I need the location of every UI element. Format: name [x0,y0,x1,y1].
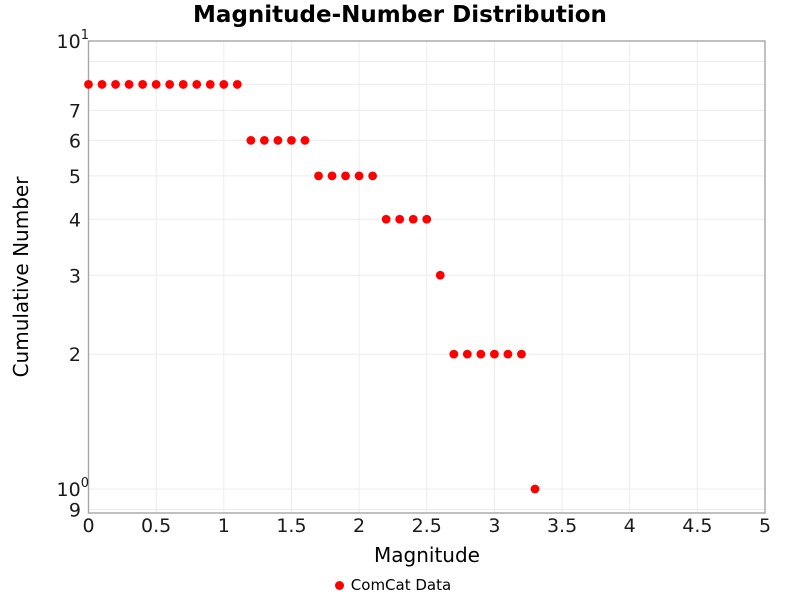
data-point [287,135,296,145]
legend: ComCat Data [0,576,786,594]
data-point [476,349,486,359]
x-tick-label: 3.5 [547,515,577,537]
x-tick-label: 0.5 [141,515,171,537]
y-tick-label: 2 [69,344,81,366]
x-tick-label: 1 [218,515,230,537]
x-tick-label: 4 [624,515,636,537]
gridlines [88,41,765,513]
data-point [273,135,283,145]
data-point [151,80,161,89]
data-point [530,484,540,494]
data-point [408,214,418,224]
data-point [327,171,337,181]
y-tick-label: 101 [57,28,89,53]
chart-title: Magnitude-Number Distribution [193,2,607,28]
y-tick-label: 7 [69,100,81,122]
y-tick-label: 3 [69,265,81,287]
data-point [462,349,472,359]
data-point [219,80,229,89]
data-point [97,80,107,89]
data-point [165,80,175,89]
data-point [300,135,310,145]
y-tick-label: 5 [69,166,81,188]
data-point [422,214,432,224]
data-points [84,80,540,494]
data-point [138,80,148,89]
data-point [517,349,526,359]
y-tick-label: 4 [69,209,81,231]
legend-label: ComCat Data [350,576,452,594]
data-point [381,214,391,224]
data-point [192,80,202,89]
data-point [503,349,513,359]
x-tick-label: 4.5 [682,515,712,537]
x-tick-label: 3 [488,515,500,537]
data-point [449,349,459,359]
y-tick-label: 100 [57,476,89,501]
x-tick-labels: 0 0.5 1 1.5 2 2.5 3 3.5 4 4.5 5 [82,515,771,537]
data-point [259,135,269,145]
y-tick-label: 9 [69,500,81,522]
x-axis-title: Magnitude [374,543,480,567]
y-axis-title: Cumulative Number [9,176,33,378]
data-point [395,214,405,224]
data-point [435,270,445,280]
data-point [490,349,499,359]
legend-marker-icon [334,580,344,590]
legend-item-comcat-data[interactable]: ComCat Data [334,576,452,594]
plot-border [87,40,766,514]
data-point [124,80,134,89]
data-point [178,80,188,89]
data-point [354,171,364,181]
data-point [341,171,350,181]
x-tick-label: 1.5 [276,515,306,537]
data-point [111,80,120,89]
data-point [84,80,93,89]
x-tick-label: 2 [353,515,365,537]
x-tick-label: 0 [82,515,94,537]
y-tick-label: 6 [69,130,81,152]
data-point [232,80,242,89]
data-point [314,171,323,181]
data-point [368,171,378,181]
x-tick-label: 5 [759,515,771,537]
x-tick-label: 2.5 [412,515,442,537]
data-point [205,80,215,89]
data-point [246,135,256,145]
